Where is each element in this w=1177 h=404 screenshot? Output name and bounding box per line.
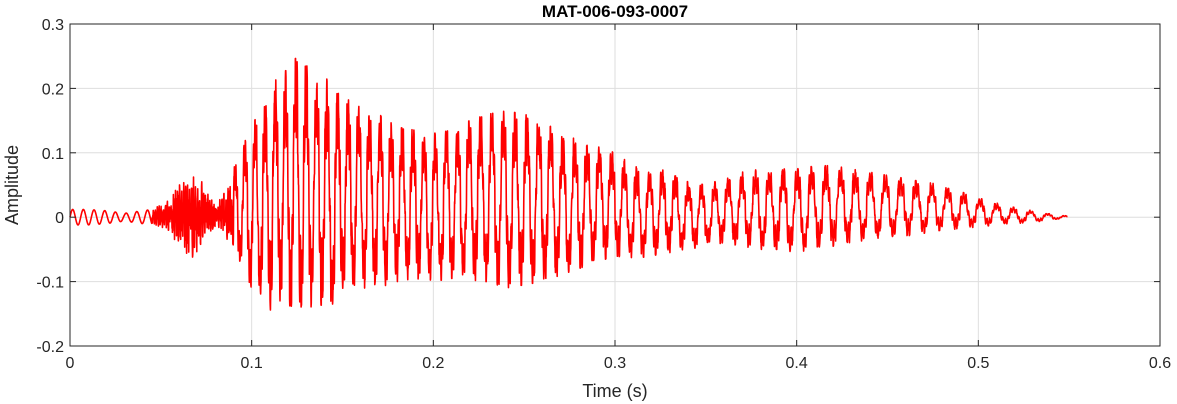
x-tick-label: 0 — [66, 355, 75, 372]
x-tick-label: 0.2 — [422, 355, 444, 372]
chart-title: MAT-006-093-0007 — [542, 2, 688, 21]
x-tick-label: 0.4 — [786, 355, 808, 372]
x-tick-label: 0.5 — [967, 355, 989, 372]
x-axis-label: Time (s) — [582, 381, 647, 401]
y-tick-label: 0.2 — [42, 81, 64, 98]
y-axis-label: Amplitude — [2, 145, 22, 225]
waveform-line — [69, 57, 1068, 311]
tick-marks: 0 0.1 0.2 0.3 0.4 0.5 0.6 -0.2 -0.1 0 0.1 0.2 0.3 — [36, 17, 1171, 372]
y-tick-label: -0.1 — [36, 275, 64, 292]
x-tick-label: 0.3 — [604, 355, 626, 372]
x-tick-label: 0.6 — [1149, 355, 1171, 372]
y-tick-label: 0.1 — [42, 146, 64, 163]
y-tick-label: 0 — [55, 210, 64, 227]
data-layer — [69, 57, 1068, 311]
x-tick-label: 0.1 — [241, 355, 263, 372]
y-tick-label: -0.2 — [36, 339, 64, 356]
y-tick-label: 0.3 — [42, 17, 64, 34]
